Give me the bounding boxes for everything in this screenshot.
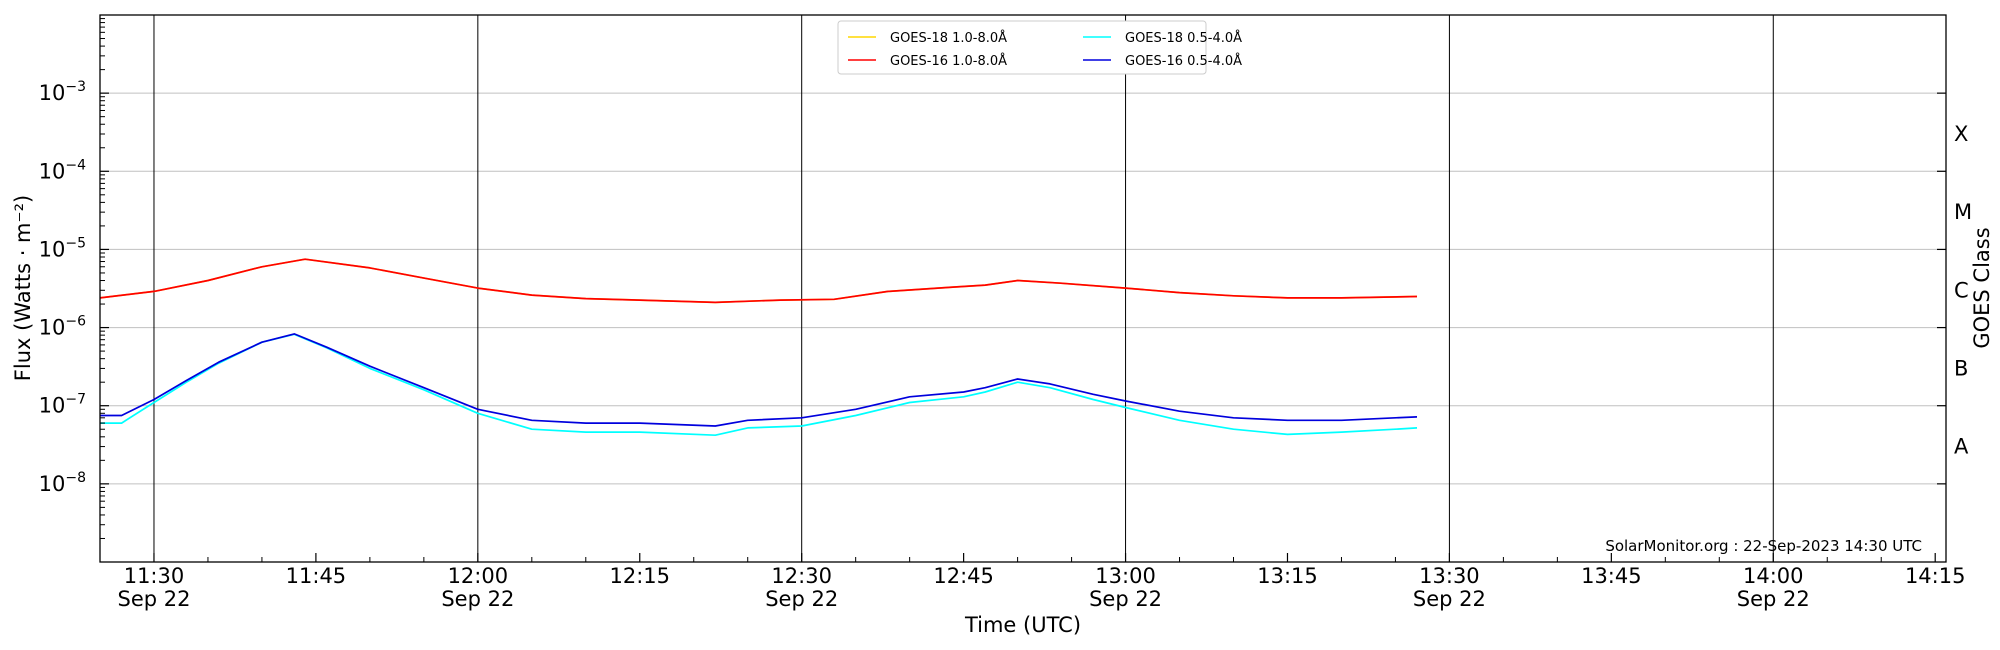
- goes-class-label: M: [1954, 200, 1972, 224]
- y-tick-label: 10−8: [39, 470, 86, 496]
- y-tick-exponent: −4: [65, 157, 86, 173]
- y-tick-exponent: −3: [65, 79, 86, 95]
- x-tick-label: 13:00: [1095, 564, 1156, 588]
- x-tick-label: 13:45: [1581, 564, 1642, 588]
- x-tick-label: 14:00: [1743, 564, 1804, 588]
- legend-box: [837, 20, 1207, 75]
- credit-text: SolarMonitor.org : 22-Sep-2023 14:30 UTC: [1605, 537, 1922, 555]
- axis-ticks: [99, 18, 1946, 562]
- x-tick-label: 12:00: [448, 564, 509, 588]
- y-tick-base: 10: [39, 316, 66, 340]
- series-line: [100, 333, 1418, 427]
- y-tick-label: 10−6: [39, 314, 86, 340]
- goes-class-label: B: [1954, 356, 1968, 380]
- y-tick-exponent: −5: [65, 235, 86, 251]
- x-tick-date: Sep 22: [1089, 587, 1162, 611]
- x-tick-label: 11:45: [286, 564, 347, 588]
- y-tick-label: 10−4: [39, 157, 86, 183]
- x-tick-label: 12:15: [610, 564, 671, 588]
- y-tick-base: 10: [39, 237, 66, 261]
- y-tick-label: 10−3: [39, 79, 86, 105]
- y-axis-title: Flux (Watts · m⁻²): [11, 195, 35, 381]
- x-tick-label: 12:45: [933, 564, 994, 588]
- data-series: [99, 258, 1418, 437]
- x-tick-label: 13:15: [1257, 564, 1318, 588]
- x-tick-date: Sep 22: [117, 587, 190, 611]
- y-tick-exponent: −7: [65, 392, 86, 408]
- y-tick-exponent: −8: [65, 470, 86, 486]
- y-tick-base: 10: [39, 159, 66, 183]
- y-tick-base: 10: [39, 472, 66, 496]
- goes-class-label: C: [1954, 278, 1969, 302]
- plot-frame: [99, 14, 1947, 563]
- x-axis-title: Time (UTC): [964, 613, 1081, 637]
- x-tick-date: Sep 22: [1737, 587, 1810, 611]
- y-tick-label: 10−5: [39, 235, 86, 261]
- goes-class-label: A: [1954, 435, 1969, 459]
- x-tick-date: Sep 22: [441, 587, 514, 611]
- x-tick-date: Sep 22: [1413, 587, 1486, 611]
- x-tick-label: 14:15: [1905, 564, 1966, 588]
- y-tick-base: 10: [39, 81, 66, 105]
- legend: GOES-18 1.0-8.0Å GOES-16 1.0-8.0Å GOES-18 …: [837, 20, 1242, 75]
- right-axis-title: GOES Class: [1970, 227, 1994, 348]
- x-tick-label: 12:30: [771, 564, 832, 588]
- x-tick-label: 11:30: [124, 564, 185, 588]
- series-line: [99, 258, 1418, 304]
- legend-label: GOES-16 0.5-4.0Å: [1125, 53, 1242, 69]
- x-tick-label: 13:30: [1419, 564, 1480, 588]
- goes-class-labels: A B C M X: [1954, 122, 1972, 459]
- goes-class-label: X: [1954, 122, 1968, 146]
- y-tick-label: 10−7: [39, 392, 86, 418]
- legend-label: GOES-16 1.0-8.0Å: [890, 53, 1007, 69]
- y-tick-base: 10: [39, 394, 66, 418]
- y-tick-labels: 10−810−710−610−510−410−3: [39, 79, 86, 496]
- legend-label: GOES-18 0.5-4.0Å: [1125, 30, 1242, 46]
- legend-label: GOES-18 1.0-8.0Å: [890, 30, 1007, 46]
- x-tick-date: Sep 22: [765, 587, 838, 611]
- y-tick-exponent: −6: [65, 314, 86, 330]
